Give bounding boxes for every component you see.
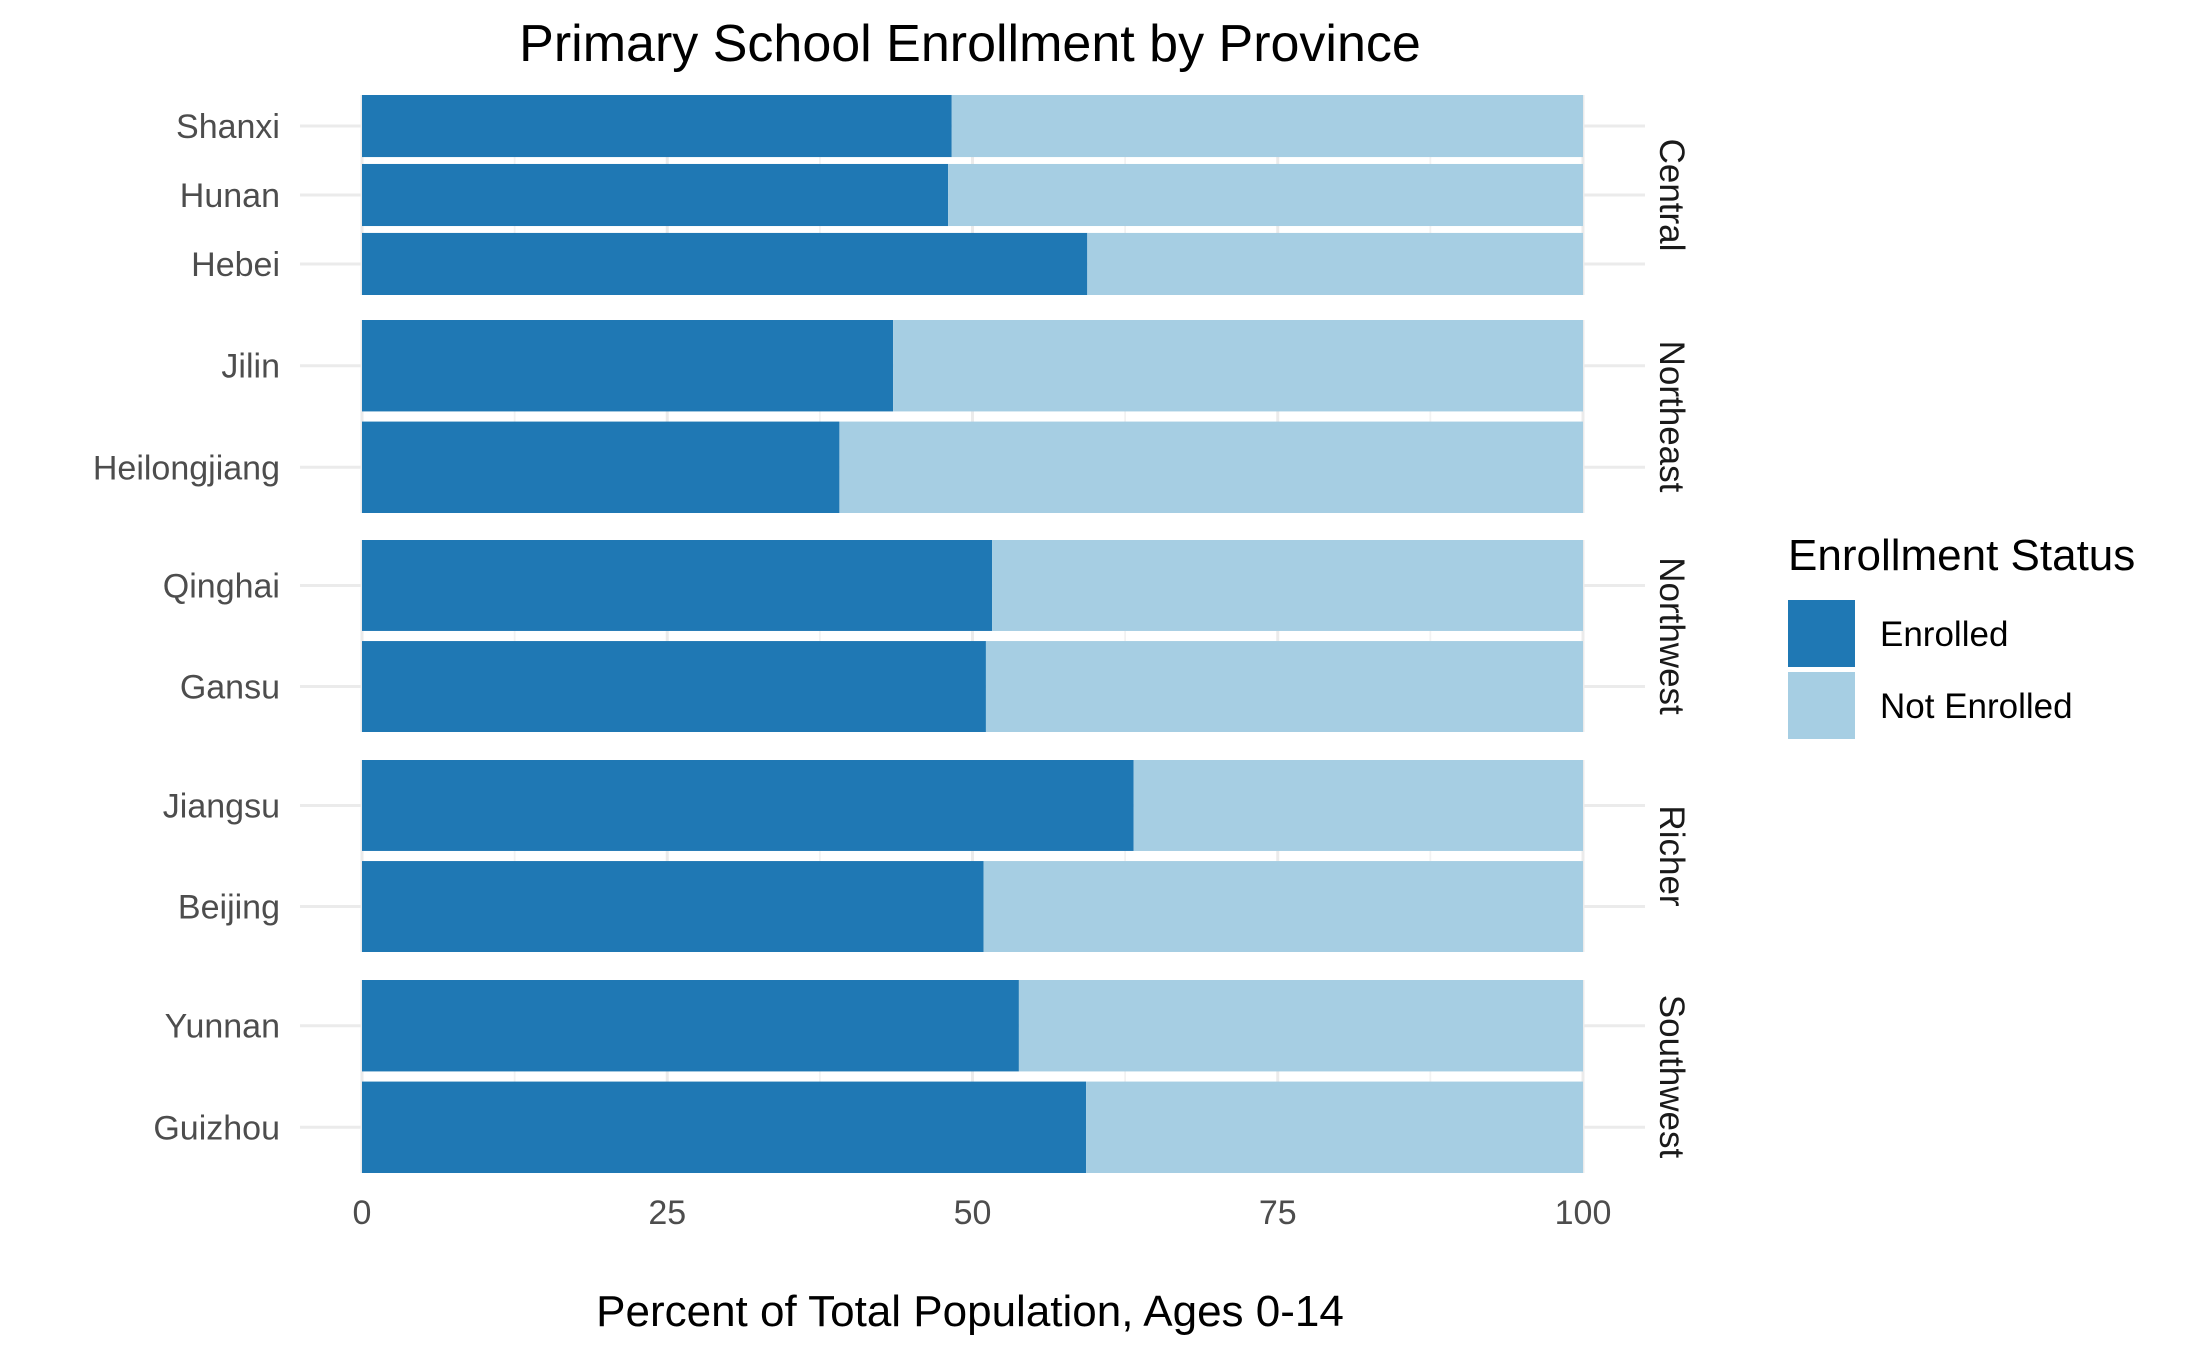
y-tick-label-gansu: Gansu xyxy=(180,669,280,707)
bar-not-enrolled-guizhou xyxy=(1086,1081,1583,1173)
y-tick-label-heilongjiang: Heilongjiang xyxy=(93,449,280,487)
facet-label-richer: Richer xyxy=(1652,805,1691,906)
bar-not-enrolled-jilin xyxy=(893,320,1583,412)
bar-enrolled-jiangsu xyxy=(362,760,1134,851)
bar-not-enrolled-shanxi xyxy=(951,95,1583,158)
y-tick-label-hebei: Hebei xyxy=(191,246,280,284)
bar-not-enrolled-gansu xyxy=(985,641,1583,732)
x-tick-label: 50 xyxy=(954,1194,992,1232)
chart-title: Primary School Enrollment by Province xyxy=(519,15,1421,73)
y-tick-label-hunan: Hunan xyxy=(180,177,280,215)
facet-panels: Shanxi Hunan Hebei Central Jilin Heilongjiang… xyxy=(93,95,1691,1173)
bar-enrolled-beijing xyxy=(362,861,984,952)
bar-not-enrolled-qinghai xyxy=(992,540,1583,631)
bar-enrolled-jilin xyxy=(362,320,894,412)
y-tick-label-qinghai: Qinghai xyxy=(163,567,280,605)
facet-panel-richer: Jiangsu Beijing Richer xyxy=(163,760,1691,952)
bar-not-enrolled-jiangsu xyxy=(1133,760,1583,851)
bar-not-enrolled-hebei xyxy=(1087,232,1583,295)
x-axis: 0 25 50 75 100 xyxy=(353,1194,1612,1232)
y-tick-label-shanxi: Shanxi xyxy=(176,108,280,146)
x-tick-label: 25 xyxy=(648,1194,686,1232)
legend-label-not-enrolled: Not Enrolled xyxy=(1880,687,2073,726)
y-tick-label-jiangsu: Jiangsu xyxy=(163,787,280,825)
legend: Enrollment Status Enrolled Not Enrolled xyxy=(1788,531,2135,739)
bar-enrolled-yunnan xyxy=(362,980,1019,1072)
facet-panel-southwest: Yunnan Guizhou Southwest xyxy=(153,980,1691,1173)
bar-not-enrolled-beijing xyxy=(983,861,1583,952)
x-tick-label: 0 xyxy=(353,1194,372,1232)
x-axis-title: Percent of Total Population, Ages 0-14 xyxy=(596,1287,1344,1336)
bar-not-enrolled-yunnan xyxy=(1018,980,1583,1072)
facet-panel-northwest: Qinghai Gansu Northwest xyxy=(163,540,1691,732)
y-tick-label-jilin: Jilin xyxy=(221,348,280,386)
facet-panel-northeast: Jilin Heilongjiang Northeast xyxy=(93,320,1691,513)
bar-enrolled-hebei xyxy=(362,232,1088,295)
bar-enrolled-hunan xyxy=(362,163,949,227)
facet-label-southwest: Southwest xyxy=(1652,995,1691,1159)
y-tick-label-beijing: Beijing xyxy=(178,889,280,927)
y-tick-label-yunnan: Yunnan xyxy=(165,1008,280,1046)
facet-label-northwest: Northwest xyxy=(1652,557,1691,715)
bar-not-enrolled-heilongjiang xyxy=(839,421,1583,513)
y-tick-label-guizhou: Guizhou xyxy=(153,1109,280,1147)
facet-label-northeast: Northeast xyxy=(1652,341,1691,493)
bar-not-enrolled-hunan xyxy=(948,163,1583,227)
legend-label-enrolled: Enrolled xyxy=(1880,615,2008,654)
legend-title: Enrollment Status xyxy=(1788,531,2135,580)
legend-swatch-enrolled xyxy=(1788,600,1855,667)
legend-swatch-not-enrolled xyxy=(1788,672,1855,739)
bar-enrolled-shanxi xyxy=(362,95,952,158)
bar-enrolled-gansu xyxy=(362,641,986,732)
bar-enrolled-guizhou xyxy=(362,1081,1087,1173)
x-tick-label: 75 xyxy=(1259,1194,1297,1232)
bar-enrolled-qinghai xyxy=(362,540,993,631)
x-tick-label: 100 xyxy=(1555,1194,1612,1232)
facet-label-central: Central xyxy=(1652,139,1691,252)
facet-panel-central: Shanxi Hunan Hebei Central xyxy=(176,95,1691,295)
bar-enrolled-heilongjiang xyxy=(362,421,840,513)
